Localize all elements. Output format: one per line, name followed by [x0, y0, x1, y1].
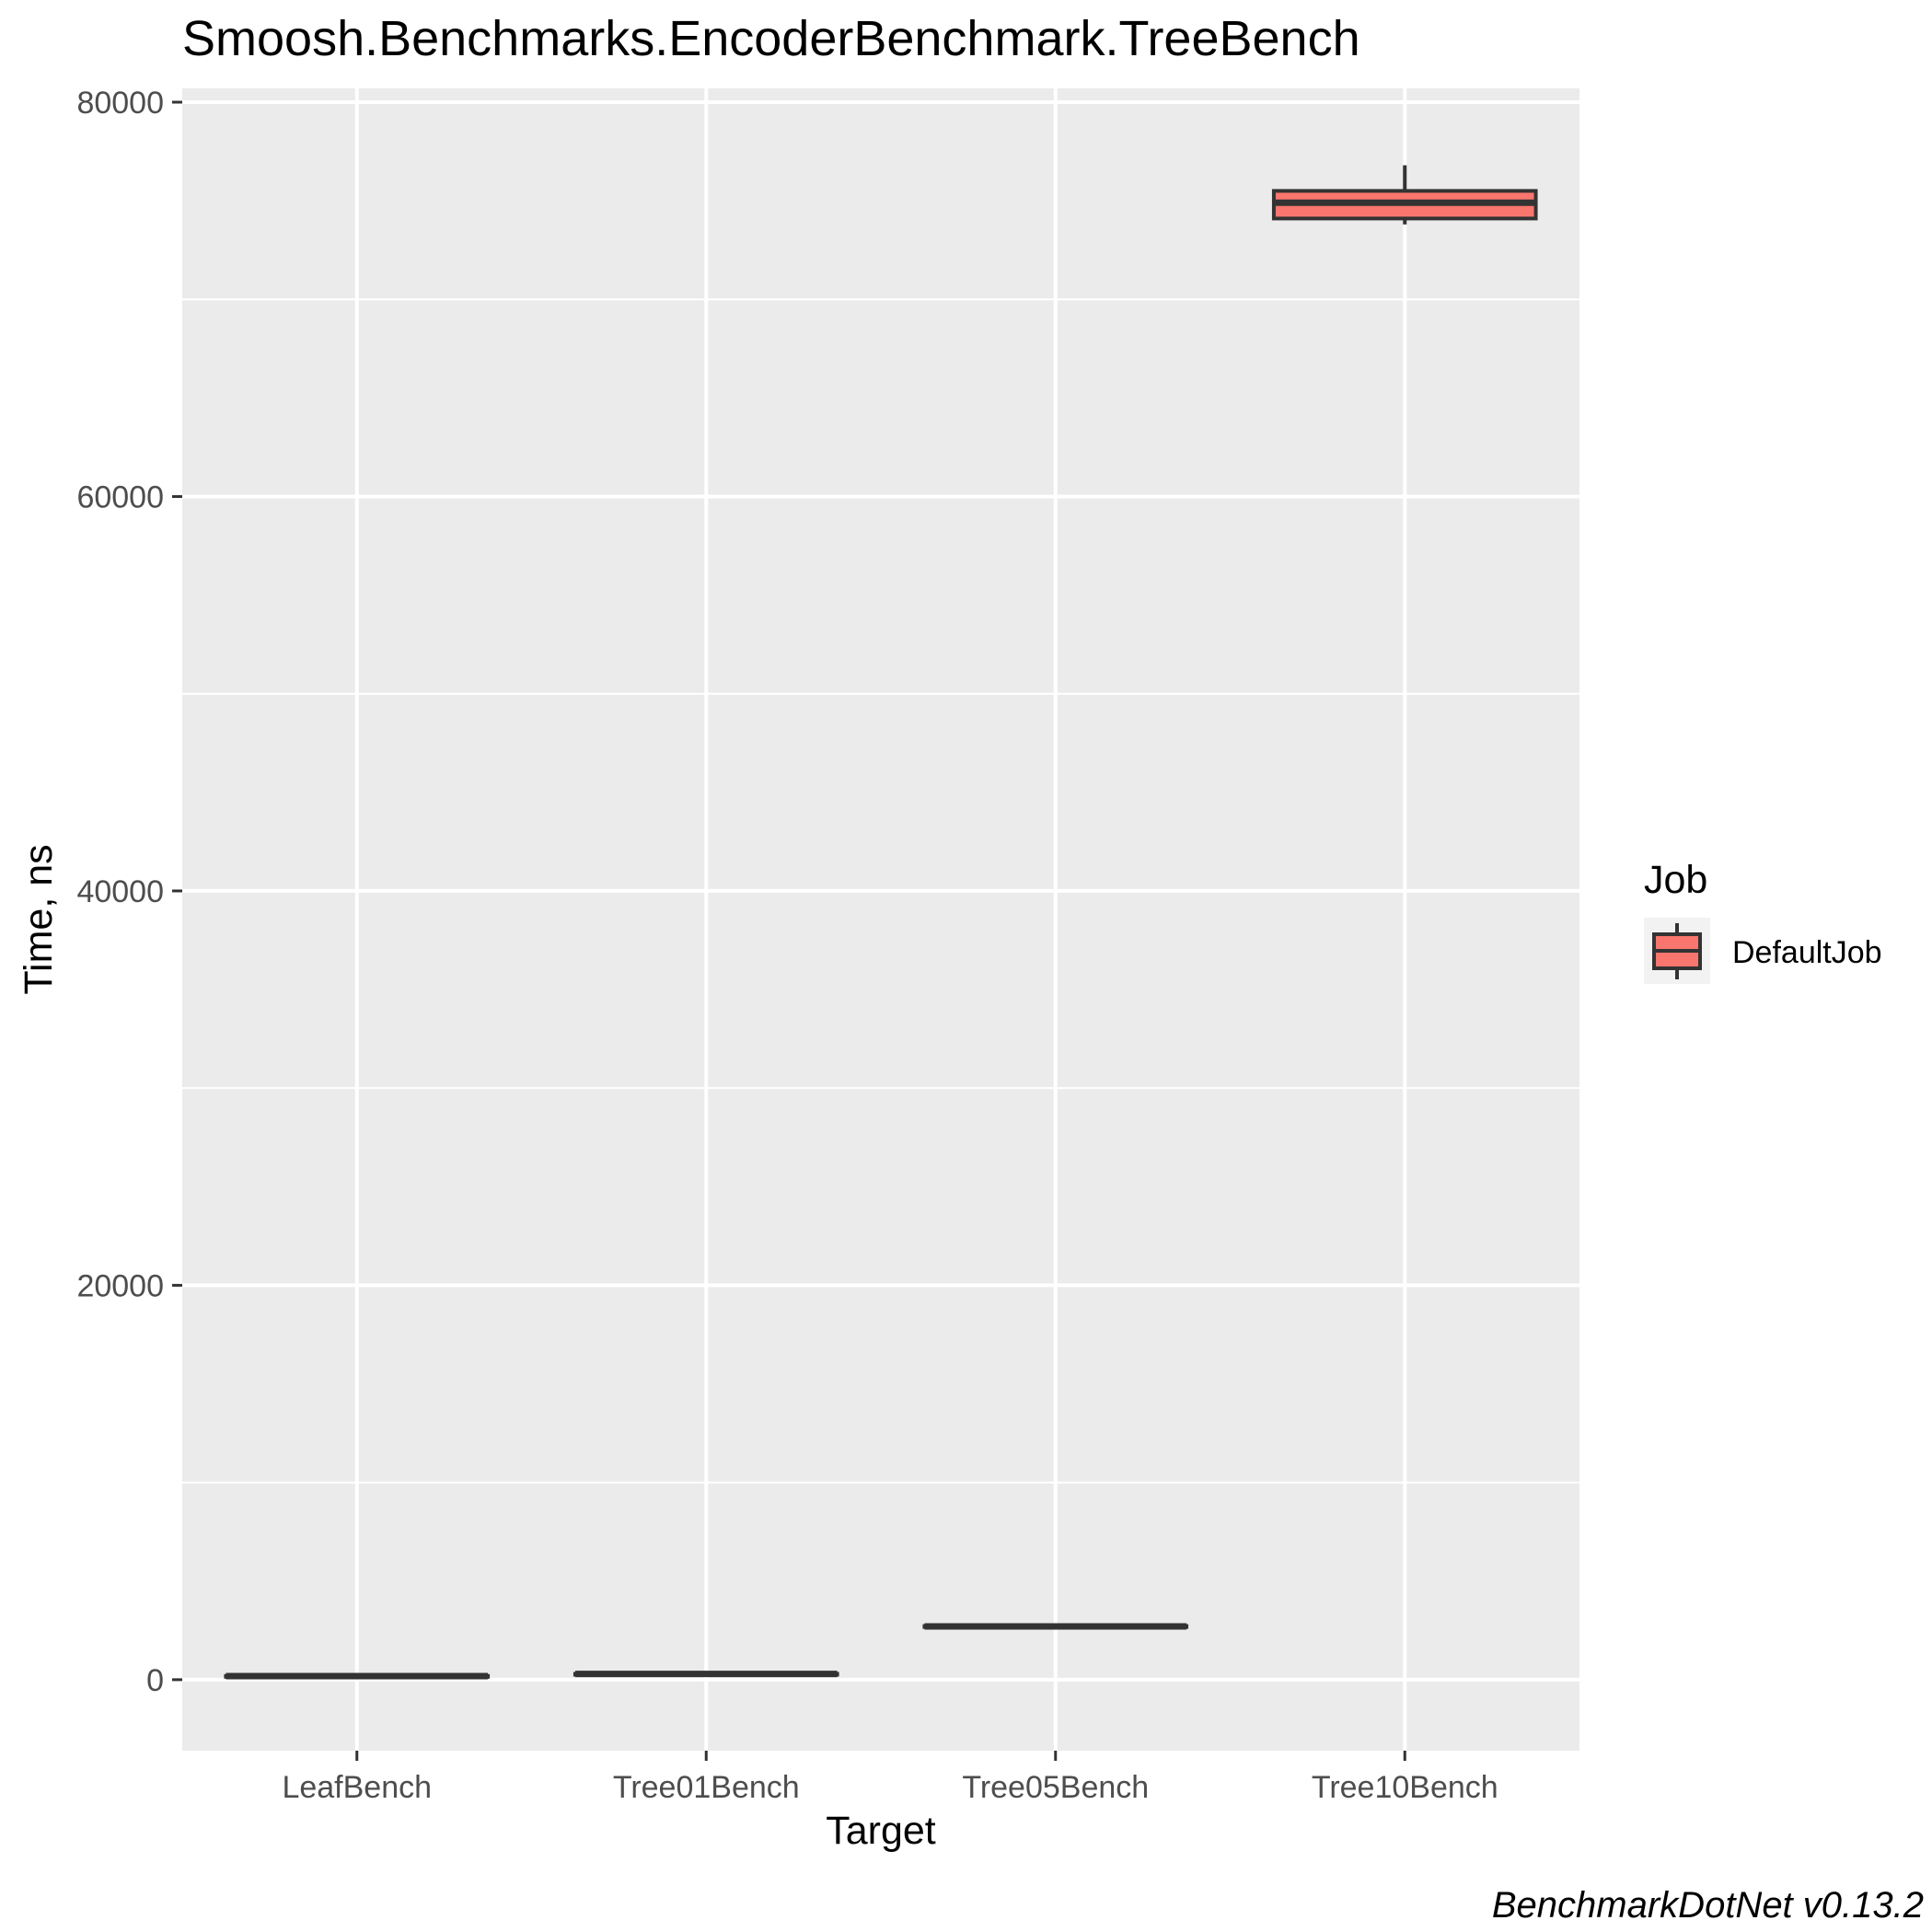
y-axis-title: Time, ns	[17, 844, 61, 994]
y-axis: 0 20000 40000 60000 80000	[76, 86, 182, 1698]
y-tick-label: 40000	[76, 874, 164, 909]
plot-panel	[182, 88, 1579, 1751]
y-tick-label: 0	[146, 1663, 164, 1698]
y-tick-label: 20000	[76, 1268, 164, 1303]
y-tick-label: 80000	[76, 86, 164, 121]
x-tick-label: Tree05Bench	[962, 1770, 1149, 1805]
box-tree10bench	[1271, 165, 1538, 225]
x-tick-label: LeafBench	[282, 1770, 432, 1805]
legend-label-defaultjob: DefaultJob	[1732, 935, 1882, 970]
grid-lines	[182, 88, 1579, 1751]
x-tick-label: Tree01Bench	[613, 1770, 800, 1805]
x-tick-label: Tree10Bench	[1312, 1770, 1498, 1805]
box-plots	[224, 165, 1538, 1680]
box-tree05bench	[922, 1623, 1189, 1630]
chart-title: Smoosh.Benchmarks.EncoderBenchmark.TreeB…	[182, 11, 1360, 66]
box-tree01bench	[573, 1671, 839, 1678]
caption: BenchmarkDotNet v0.13.2	[1492, 1885, 1924, 1926]
legend: Job DefaultJob	[1644, 858, 1882, 984]
y-tick-label: 60000	[76, 480, 164, 515]
x-axis-title: Target	[826, 1809, 936, 1853]
x-axis: LeafBench Tree01Bench Tree05Bench Tree10Ben…	[282, 1751, 1498, 1805]
box-leafbench	[224, 1672, 491, 1680]
legend-title: Job	[1644, 858, 1707, 902]
